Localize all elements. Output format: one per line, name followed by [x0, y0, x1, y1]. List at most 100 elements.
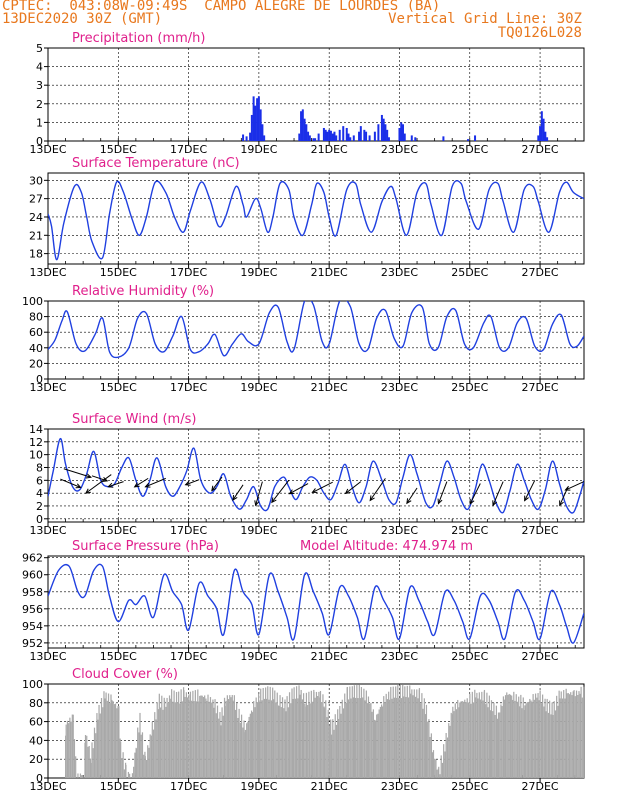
cloud-cover-bar [553, 701, 555, 778]
cloud-cover-bar [298, 685, 300, 778]
cloud-cover-bar [307, 705, 309, 778]
cloud-cover-bar [390, 686, 392, 778]
cloud-cover-bar [314, 697, 316, 778]
rh-ytick-label: 100 [22, 295, 43, 308]
cloud-ytick-label: 60 [29, 716, 43, 729]
rh-ytick-label: 20 [29, 357, 43, 370]
cloud-cover-bar [581, 697, 583, 778]
cloud-cover-bar [466, 698, 468, 778]
wind-ytick-label: 2 [36, 500, 43, 513]
wind-arrow-head [288, 489, 295, 495]
cloud-cover-bar [558, 690, 560, 778]
cloud-cover-bar [321, 702, 323, 778]
header-date: 13DEC2020 30Z (GMT) [2, 11, 163, 27]
cloud-cover-bar [173, 690, 175, 778]
cloud-cover-bar [66, 720, 69, 778]
wind-arrow-head [133, 482, 140, 488]
cloud-cover-bar [413, 689, 415, 778]
cloud-cover-bar [478, 692, 480, 778]
cloud-cover-bar [79, 773, 82, 778]
precip-xtick-label: 23DEC [381, 143, 418, 156]
pres-xtick-label: 13DEC [29, 650, 66, 663]
cloud-cover-bar [219, 712, 221, 778]
wind-xtick-label: 13DEC [29, 524, 66, 537]
temp-xtick-label: 27DEC [522, 266, 559, 279]
precip-bar [540, 111, 543, 141]
precip-bar [301, 109, 304, 141]
cloud-cover-bar [242, 727, 244, 778]
pres-panel: 952 954 956 958 960 962 13DEC 15DEC 17DEC 19DEC 21… [22, 539, 585, 663]
cloud-cover-bar [421, 693, 423, 778]
cloud-cover-bar [291, 688, 293, 778]
cloud-cover-bar [566, 693, 568, 778]
wind-arrow [406, 487, 418, 505]
wind-xtick-label: 23DEC [381, 524, 418, 537]
cloud-cover-bar [202, 696, 205, 778]
cloud-cover-bar [458, 707, 460, 778]
cloud-cover-bar [398, 698, 400, 778]
cloud-cover-bar [332, 719, 334, 778]
wind-xtick-label: 19DEC [240, 524, 277, 537]
precip-bar [377, 124, 380, 141]
cloud-cover-bar [420, 703, 422, 778]
cloud-cover-bar [272, 699, 275, 778]
cloud-cover-bar [230, 697, 232, 778]
cloud-cover-bar [563, 690, 565, 778]
pres-ytick-label: 956 [22, 603, 43, 616]
cloud-cover-bar [295, 686, 298, 778]
cloud-cover-bar [544, 698, 546, 778]
cloud-cover-bar [117, 706, 119, 778]
cloud-cover-bar [294, 698, 296, 778]
cloud-title: Cloud Cover (%) [72, 667, 178, 682]
wind-xtick-label: 25DEC [451, 524, 488, 537]
cloud-cover-bar [504, 695, 507, 778]
cloud-cover-bar [205, 698, 207, 778]
cloud-cover-bar [96, 713, 98, 778]
wind-title: Surface Wind (m/s) [72, 412, 196, 427]
rh-ytick-label: 40 [29, 342, 43, 355]
cloud-cover-bar [448, 723, 450, 778]
wind-arrow [271, 480, 290, 504]
cloud-cover-bar [516, 701, 519, 778]
cloud-cover-bar [222, 715, 224, 778]
cloud-cover-bar [143, 754, 145, 778]
cloud-cover-bar [98, 704, 100, 778]
cloud-cover-bar [561, 698, 564, 778]
temp-frame [47, 172, 585, 265]
wind-arrow-shaft [85, 474, 112, 494]
cloud-cover-bar [221, 707, 223, 778]
cloud-cover-bar [376, 714, 378, 778]
pres-frame [47, 555, 585, 649]
cloud-cover-bar [227, 699, 230, 778]
cloud-cover-bar [287, 707, 289, 778]
cloud-cover-bar [546, 698, 548, 778]
precip-bar [347, 133, 350, 141]
cloud-cover-bar [550, 714, 552, 778]
cloud-cover-bar [267, 686, 269, 778]
cloud-cover-bar [201, 695, 203, 778]
cloud-cover-bar [310, 690, 312, 778]
precip-frame [47, 47, 585, 142]
cloud-cover-bar [462, 701, 465, 778]
cloud-cover-bar [490, 700, 493, 778]
cloud-cover-bar [93, 727, 96, 778]
cloud-cover-bar [509, 694, 512, 778]
cloud-xtick-label: 15DEC [100, 780, 137, 793]
cloud-cover-bar [129, 773, 131, 778]
precip-bar [300, 111, 303, 141]
cloud-cover-bar [156, 702, 158, 778]
cloud-cover-bar [534, 693, 537, 778]
cloud-cover-bar [362, 697, 364, 778]
cloud-cover-bar [281, 697, 284, 778]
wind-xtick-label: 21DEC [311, 524, 348, 537]
wind-arrow [437, 481, 448, 505]
precip-bar [245, 136, 248, 141]
wind-arrow-head [469, 498, 475, 505]
cloud-cover-bar [305, 692, 308, 778]
cloud-cover-bar [568, 694, 571, 778]
cloud-cover-bar [461, 701, 463, 778]
cloud-cover-bar [111, 699, 113, 778]
cloud-cover-bar [180, 689, 182, 778]
cloud-cover-bar [130, 777, 132, 778]
